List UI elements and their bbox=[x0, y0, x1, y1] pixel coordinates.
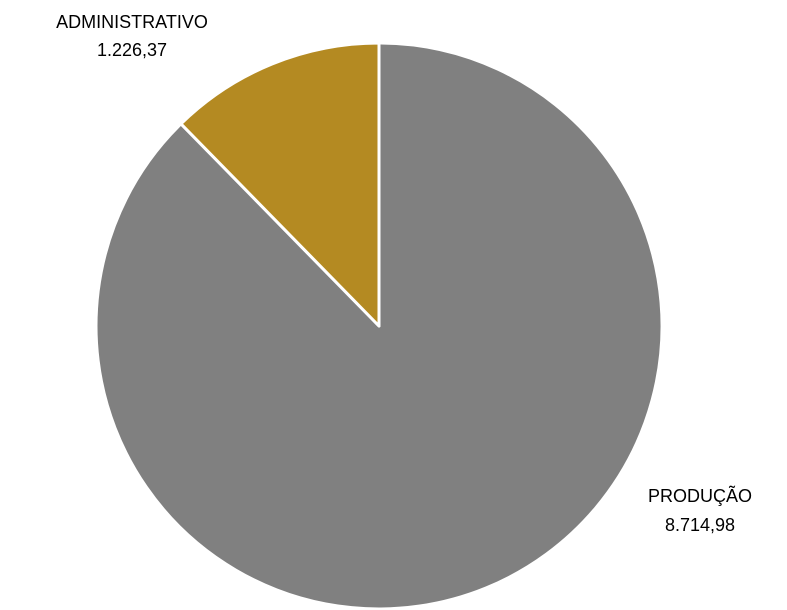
slice-value-producao: 8.714,98 bbox=[665, 515, 735, 535]
pie-slices bbox=[94, 41, 664, 610]
pie-slice-administrativo bbox=[179, 41, 381, 328]
data-label-producao: PRODUÇÃO 8.714,98 bbox=[648, 485, 752, 535]
slice-value-administrativo: 1.226,37 bbox=[97, 40, 167, 60]
slice-name-producao: PRODUÇÃO bbox=[648, 485, 752, 506]
slice-name-administrativo: ADMINISTRATIVO bbox=[56, 12, 208, 32]
data-label-administrativo: ADMINISTRATIVO 1.226,37 bbox=[56, 12, 208, 60]
